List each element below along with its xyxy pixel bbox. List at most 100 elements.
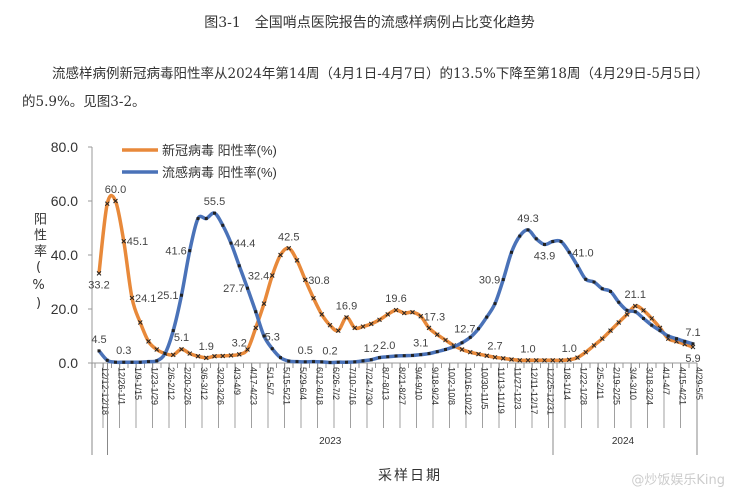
data-labels: 33.2 60.0 45.1 24.1 5.1 1.9 3.2 32.4 42.5 30.8 16.… [88,184,700,365]
data-label: 5.3 [265,332,280,344]
data-point-x-marker [393,307,399,313]
data-point-square-marker [196,217,200,221]
data-label: 45.1 [127,236,148,248]
x-tick-label: 1/9-1/15 [133,367,143,400]
data-point-x-marker [335,328,341,333]
data-point-square-marker [270,347,274,351]
year-label-2024: 2024 [612,436,635,447]
data-point-x-marker [599,336,605,342]
data-point-x-marker [517,357,523,363]
x-tick-label: 4/29-5/5 [694,367,704,400]
data-point-x-marker [443,337,448,343]
data-label: 0.2 [322,345,337,357]
data-label: 5.1 [174,332,189,344]
data-point-square-marker [526,228,530,232]
data-label: 17.3 [424,311,445,323]
series-lines [96,193,696,365]
data-point-x-marker [302,277,308,283]
x-tick-label: 4/17-4/23 [249,367,259,405]
data-point-x-marker [261,301,267,306]
data-point-square-marker [221,223,225,227]
data-label: 3.1 [413,338,428,350]
data-label: 24.1 [135,293,156,305]
data-label: 33.2 [88,279,109,291]
data-point-x-marker [575,355,580,360]
data-point-x-marker [228,353,234,358]
data-point-x-marker [583,349,589,355]
data-point-square-marker [444,348,447,351]
body-paragraph: 流感样病例新冠病毒阳性率从2024年第14周（4月1日-4月7日）的13.5%下… [22,66,710,110]
y-tick-label: 0.0 [59,355,79,371]
data-label: 27.7 [223,283,244,295]
data-label: 44.4 [234,238,255,250]
data-point-x-marker [690,344,696,350]
data-point-x-marker [154,347,160,352]
data-point-square-marker [229,241,233,245]
data-label: 49.3 [517,213,538,225]
data-point-square-marker [345,360,348,364]
x-tick-label: 3/18-3/24 [645,367,655,405]
data-point-x-marker [459,347,465,352]
data-point-square-marker [642,316,645,320]
data-point-square-marker [518,234,522,238]
watermark: @炒饭娱乐King [631,473,725,488]
figure-title: 图3-1 全国哨点医院报告的流感样病例占比变化趋势 [204,15,535,31]
data-point-x-marker [492,354,498,360]
data-label: 0.3 [116,345,131,357]
data-point-square-marker [633,310,637,314]
data-point-square-marker [650,323,654,327]
data-point-square-marker [592,280,596,284]
data-point-x-marker [434,332,440,338]
data-point-x-marker [360,324,366,329]
data-point-x-marker [352,325,358,331]
x-tick-label: 1/22-1/28 [579,367,589,405]
data-label: 41.6 [165,246,186,258]
data-point-x-marker [129,295,135,301]
data-point-square-marker [576,264,579,268]
data-point-square-marker [213,211,216,215]
data-label: 5.9 [685,353,700,365]
y-axis-label: 阳性率(%) [31,212,46,314]
data-point-square-marker [675,337,678,341]
year-label-2023: 2023 [319,436,342,447]
data-label: 19.6 [385,293,406,305]
x-tick-label: 3/4-3/10 [628,367,638,400]
data-label: 1.0 [562,343,577,355]
x-tick-label: 11/27-12/3 [513,367,523,409]
data-point-square-marker [130,360,134,364]
data-point-x-marker [377,317,382,323]
x-tick-label: 3/20-3/26 [216,367,226,405]
data-point-x-marker [591,343,597,348]
data-point-x-marker [311,295,316,301]
data-point-square-marker [543,242,546,246]
data-point-square-marker [122,360,126,364]
data-label: 16.9 [336,300,357,312]
x-tick-label: 1/23-1/29 [150,367,160,405]
data-point-x-marker [368,321,374,327]
x-tick-label: 6/26-7/2 [331,367,341,400]
data-point-square-marker [559,240,563,243]
x-tick-label: 8/21-8/27 [397,367,407,405]
data-point-square-marker [625,308,629,312]
data-point-x-marker [476,351,481,357]
data-point-x-marker [385,312,391,317]
data-point-square-marker [402,354,406,358]
data-point-x-marker [179,346,184,352]
data-label: 25.1 [157,290,178,302]
data-point-x-marker [632,303,638,309]
data-point-x-marker [104,201,110,207]
data-point-square-marker [295,360,299,364]
x-tick-label: 4/3-4/9 [232,367,242,395]
data-point-square-marker [254,310,258,314]
data-label: 32.4 [248,271,269,283]
data-label: 55.5 [204,196,225,208]
data-point-x-marker [220,353,226,359]
data-label: 0.5 [298,345,313,357]
data-point-square-marker [452,345,456,349]
data-point-square-marker [204,217,208,221]
data-point-x-marker [137,320,143,325]
y-tick-label: 40.0 [51,247,78,263]
covid-series [96,193,696,363]
data-label: 41.0 [572,247,593,259]
data-point-square-marker [666,334,670,338]
